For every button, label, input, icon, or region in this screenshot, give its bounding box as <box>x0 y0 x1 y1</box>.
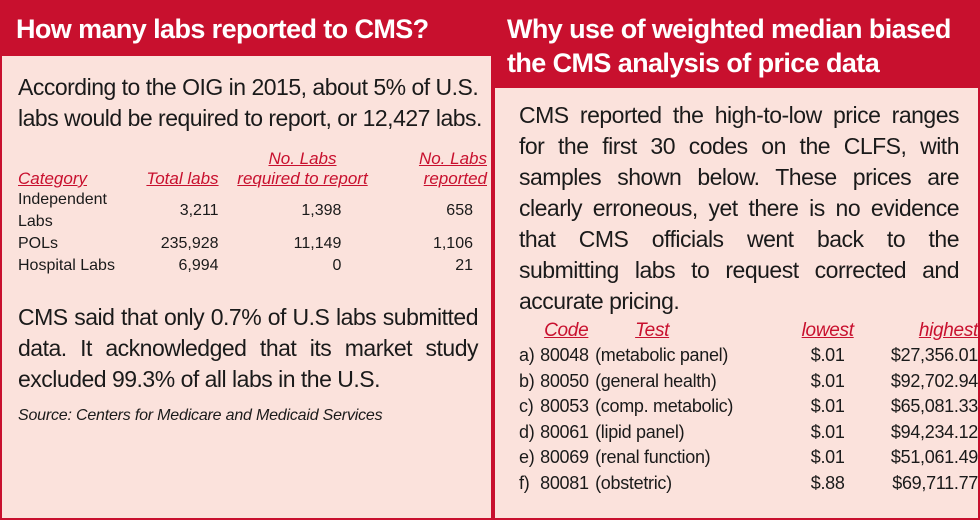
row-code: 80081 <box>540 472 589 493</box>
right-panel: Why use of weighted median biased the CM… <box>493 0 980 520</box>
row-highest: $27,356.01 <box>890 345 978 365</box>
row-lowest: $.01 <box>810 447 845 467</box>
row-code: 80061 <box>540 421 589 442</box>
price-table-header: Code Test lowest highest <box>519 319 978 343</box>
row-code: 80050 <box>540 370 589 391</box>
header-test: Test <box>635 320 670 341</box>
row-lowest: $.01 <box>810 370 845 391</box>
row-reported: 658 <box>446 202 473 219</box>
row-category: Independent Labs <box>18 191 107 230</box>
row-highest: $69,711.77 <box>892 472 978 493</box>
row-reported: 21 <box>455 257 473 274</box>
row-highest: $65,081.33 <box>890 396 978 416</box>
right-panel-title: Why use of weighted median biased the CM… <box>495 2 978 88</box>
row-required: 1,398 <box>301 202 342 219</box>
row-code: 80048 <box>540 345 589 365</box>
left-body-text: CMS said that only 0.7% of U.S labs subm… <box>18 304 479 392</box>
header-total: Total labs <box>146 169 219 188</box>
row-letter: f) <box>519 472 530 493</box>
left-panel: How many labs reported to CMS? According… <box>0 0 493 520</box>
row-required: 11,149 <box>293 235 342 252</box>
table-row: POLs 235,928 11,149 1,106 <box>18 233 491 255</box>
table-row: c) 80053 (comp. metabolic) $.01 $65,081.… <box>519 394 978 420</box>
header-reported: No. Labs reported <box>418 149 487 188</box>
row-letter: a) <box>519 345 535 365</box>
row-category: Hospital Labs <box>18 257 115 274</box>
header-code: Code <box>544 320 589 341</box>
row-letter: b) <box>519 370 535 391</box>
row-test: (comp. metabolic) <box>595 396 734 416</box>
labs-table-header: Category Total labs No. Labs required to … <box>18 149 491 189</box>
row-reported: 1,106 <box>432 235 473 252</box>
row-letter: d) <box>519 421 535 442</box>
row-code: 80069 <box>540 447 589 467</box>
header-category: Category <box>18 169 87 188</box>
table-row: f) 80081 (obstetric) $.88 $69,711.77 <box>519 471 978 497</box>
row-required: 0 <box>332 257 342 274</box>
row-letter: e) <box>519 447 535 467</box>
row-total: 3,211 <box>179 202 219 219</box>
row-test: (general health) <box>595 370 717 391</box>
price-table: Code Test lowest highest a) 80048 (metab… <box>519 319 978 496</box>
row-highest: $51,061.49 <box>890 447 978 467</box>
row-lowest: $.01 <box>810 345 845 365</box>
table-row: e) 80069 (renal function) $.01 $51,061.4… <box>519 445 978 471</box>
table-row: Independent Labs 3,211 1,398 658 <box>18 189 491 233</box>
header-required: No. Labs required to report <box>237 149 368 188</box>
header-lowest: lowest <box>801 320 854 341</box>
row-letter: c) <box>519 396 534 416</box>
row-highest: $94,234.12 <box>890 421 978 442</box>
table-row: a) 80048 (metabolic panel) $.01 $27,356.… <box>519 343 978 369</box>
row-total: 6,994 <box>178 257 219 274</box>
row-highest: $92,702.94 <box>890 370 978 391</box>
row-lowest: $.01 <box>810 396 845 416</box>
labs-table: Category Total labs No. Labs required to … <box>18 149 491 277</box>
right-title-line2: the CMS analysis of price data <box>507 48 880 78</box>
row-lowest: $.01 <box>810 421 845 442</box>
row-total: 235,928 <box>160 235 219 252</box>
header-highest: highest <box>918 320 978 341</box>
right-intro-text: CMS reported the high-to-low price range… <box>519 102 960 314</box>
left-intro-text: According to the OIG in 2015, about 5% o… <box>18 74 482 131</box>
row-code: 80053 <box>540 396 589 416</box>
table-row: b) 80050 (general health) $.01 $92,702.9… <box>519 369 978 395</box>
table-row: Hospital Labs 6,994 0 21 <box>18 255 491 277</box>
row-test: (obstetric) <box>595 472 672 493</box>
row-lowest: $.88 <box>810 472 845 493</box>
left-panel-title: How many labs reported to CMS? <box>2 2 491 56</box>
right-title-line1: Why use of weighted median biased <box>507 14 951 44</box>
source-note: Source: Centers for Medicare and Medicai… <box>18 407 383 424</box>
row-test: (lipid panel) <box>595 421 685 442</box>
row-category: POLs <box>18 235 59 252</box>
row-test: (renal function) <box>595 447 711 467</box>
table-row: d) 80061 (lipid panel) $.01 $94,234.12 <box>519 420 978 446</box>
row-test: (metabolic panel) <box>595 345 729 365</box>
